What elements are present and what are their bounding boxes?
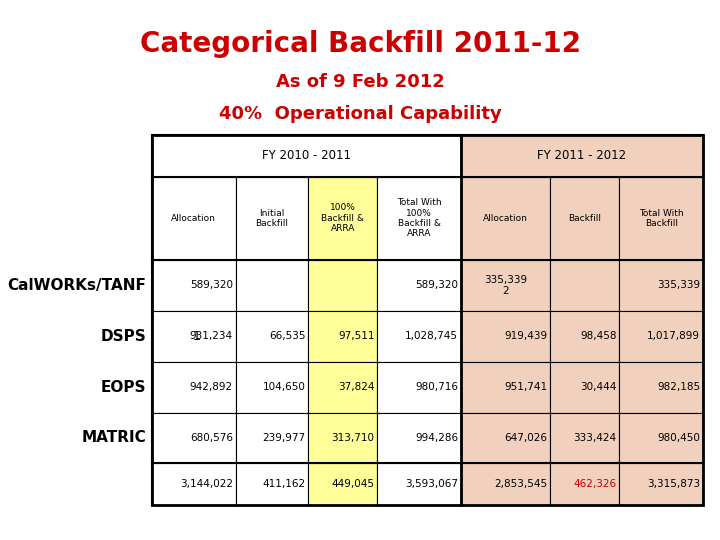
Bar: [461, 362, 550, 413]
Bar: [152, 463, 235, 505]
Bar: [235, 310, 308, 362]
Bar: [377, 310, 461, 362]
Bar: [619, 310, 703, 362]
Bar: [152, 260, 235, 310]
Text: 1: 1: [192, 330, 200, 343]
Text: MATRIC: MATRIC: [81, 430, 146, 445]
Bar: [461, 463, 550, 505]
Bar: [377, 260, 461, 310]
Text: 647,026: 647,026: [504, 433, 547, 443]
Text: 239,977: 239,977: [262, 433, 305, 443]
Bar: [235, 362, 308, 413]
Text: As of 9 Feb 2012: As of 9 Feb 2012: [276, 73, 444, 91]
Text: 333,424: 333,424: [573, 433, 616, 443]
Bar: [550, 260, 619, 310]
Bar: [235, 463, 308, 505]
Bar: [377, 362, 461, 413]
Text: Allocation: Allocation: [483, 214, 528, 223]
Bar: [550, 310, 619, 362]
Bar: [619, 463, 703, 505]
Bar: [619, 260, 703, 310]
Bar: [152, 413, 235, 463]
Text: Total With
100%
Backfill &
ARRA: Total With 100% Backfill & ARRA: [397, 198, 441, 238]
Bar: [152, 310, 235, 362]
Text: DSPS: DSPS: [101, 329, 146, 343]
Bar: [461, 413, 550, 463]
Text: 100%
Backfill &
ARRA: 100% Backfill & ARRA: [321, 204, 364, 233]
Text: 980,450: 980,450: [657, 433, 700, 443]
Text: 951,741: 951,741: [504, 382, 547, 392]
Text: 589,320: 589,320: [190, 280, 233, 291]
Text: Categorical Backfill 2011-12: Categorical Backfill 2011-12: [140, 30, 580, 58]
Text: Allocation: Allocation: [171, 214, 216, 223]
Text: 931,234: 931,234: [189, 331, 233, 341]
Text: EOPS: EOPS: [101, 380, 146, 395]
Bar: [619, 362, 703, 413]
Text: Backfill: Backfill: [568, 214, 601, 223]
Text: 104,650: 104,650: [262, 382, 305, 392]
Bar: [308, 413, 377, 463]
Bar: [550, 362, 619, 413]
Bar: [550, 413, 619, 463]
Text: 449,045: 449,045: [331, 479, 374, 489]
Bar: [235, 413, 308, 463]
Text: 313,710: 313,710: [331, 433, 374, 443]
Bar: [377, 413, 461, 463]
Bar: [308, 260, 377, 310]
Bar: [152, 135, 461, 177]
Bar: [308, 310, 377, 362]
Bar: [550, 177, 619, 260]
Text: 411,162: 411,162: [262, 479, 305, 489]
Text: 462,326: 462,326: [573, 479, 616, 489]
Text: 98,458: 98,458: [580, 331, 616, 341]
Bar: [461, 310, 550, 362]
Text: 40%  Operational Capability: 40% Operational Capability: [219, 105, 501, 123]
Text: 3,593,067: 3,593,067: [405, 479, 458, 489]
Bar: [377, 463, 461, 505]
Text: 66,535: 66,535: [269, 331, 305, 341]
Text: 589,320: 589,320: [415, 280, 458, 291]
Text: 1,028,745: 1,028,745: [405, 331, 458, 341]
Bar: [550, 463, 619, 505]
Bar: [308, 463, 377, 505]
Text: 3,315,873: 3,315,873: [647, 479, 700, 489]
Text: CalWORKs/TANF: CalWORKs/TANF: [7, 278, 146, 293]
Text: 30,444: 30,444: [580, 382, 616, 392]
Bar: [308, 362, 377, 413]
Text: 335,339
2: 335,339 2: [484, 274, 527, 296]
Text: 982,185: 982,185: [657, 382, 700, 392]
Text: Total With
Backfill: Total With Backfill: [639, 208, 683, 228]
Text: 994,286: 994,286: [415, 433, 458, 443]
Bar: [235, 260, 308, 310]
Text: 942,892: 942,892: [189, 382, 233, 392]
Bar: [619, 413, 703, 463]
Text: 2,853,545: 2,853,545: [494, 479, 547, 489]
Text: 919,439: 919,439: [504, 331, 547, 341]
Text: 1,017,899: 1,017,899: [647, 331, 700, 341]
Bar: [152, 362, 235, 413]
Text: 37,824: 37,824: [338, 382, 374, 392]
Text: 335,339: 335,339: [657, 280, 700, 291]
Text: 980,716: 980,716: [415, 382, 458, 392]
Text: 680,576: 680,576: [190, 433, 233, 443]
Bar: [461, 260, 550, 310]
Text: FY 2011 - 2012: FY 2011 - 2012: [537, 150, 626, 163]
Text: 97,511: 97,511: [338, 331, 374, 341]
Bar: [308, 177, 377, 260]
Bar: [461, 135, 703, 177]
Bar: [308, 135, 377, 505]
Text: 3,144,022: 3,144,022: [180, 479, 233, 489]
Text: FY 2010 - 2011: FY 2010 - 2011: [262, 150, 351, 163]
Text: Initial
Backfill: Initial Backfill: [256, 208, 289, 228]
